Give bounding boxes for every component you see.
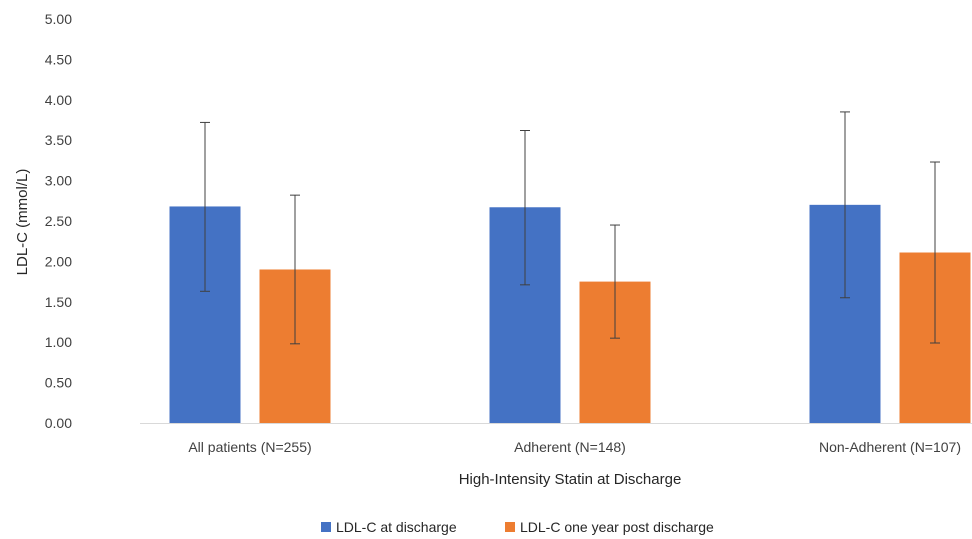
y-tick-label: 2.50 bbox=[45, 213, 72, 229]
y-tick-label: 0.50 bbox=[45, 375, 72, 391]
x-category-label: All patients (N=255) bbox=[188, 439, 311, 455]
y-tick-label: 5.00 bbox=[45, 11, 72, 27]
legend-swatch bbox=[505, 522, 515, 532]
y-tick-label: 4.50 bbox=[45, 51, 72, 67]
legend-swatch bbox=[321, 522, 331, 532]
y-tick-label: 4.00 bbox=[45, 92, 72, 108]
legend-label: LDL-C at discharge bbox=[336, 519, 457, 535]
y-tick-label: 1.00 bbox=[45, 334, 72, 350]
y-tick-label: 3.00 bbox=[45, 173, 72, 189]
x-category-label: Adherent (N=148) bbox=[514, 439, 626, 455]
y-tick-label: 3.50 bbox=[45, 132, 72, 148]
y-tick-label: 0.00 bbox=[45, 415, 72, 431]
x-category-label: Non-Adherent (N=107) bbox=[819, 439, 961, 455]
y-tick-label: 1.50 bbox=[45, 294, 72, 310]
y-axis-title: LDL-C (mmol/L) bbox=[14, 169, 31, 276]
y-tick-label: 2.00 bbox=[45, 253, 72, 269]
x-axis-title: High-Intensity Statin at Discharge bbox=[459, 471, 682, 488]
legend-label: LDL-C one year post discharge bbox=[520, 519, 714, 535]
